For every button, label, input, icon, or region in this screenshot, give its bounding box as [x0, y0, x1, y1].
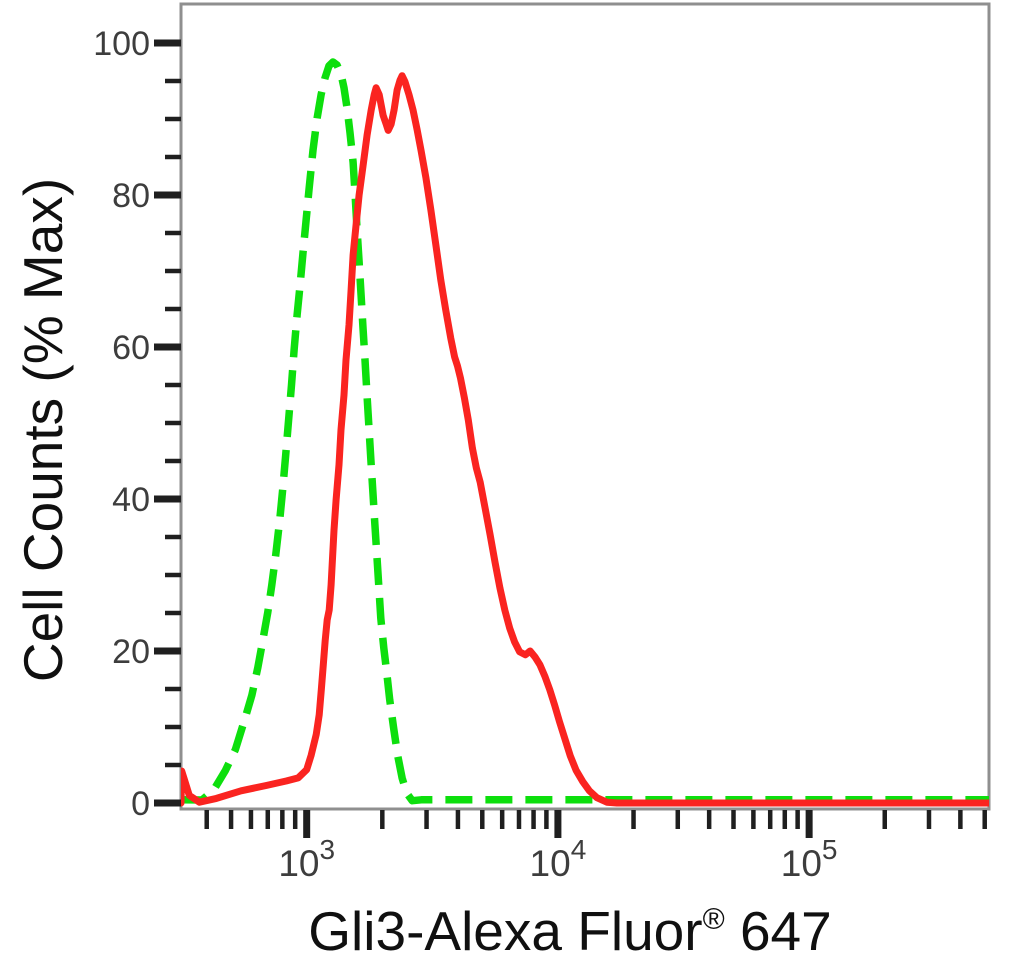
y-tick-label: 20: [112, 633, 150, 671]
x-tick-label-exponent: 4: [571, 834, 587, 865]
x-tick-label-base: 10: [530, 843, 571, 884]
y-tick-label: 40: [112, 481, 150, 519]
x-tick-label: 103: [278, 834, 335, 884]
x-axis-tick-labels: 103 104 105: [278, 834, 837, 884]
x-tick-label: 104: [530, 834, 587, 884]
x-axis-minor-ticks: [204, 810, 987, 829]
red-solid-curve: [181, 72, 989, 807]
y-axis-tick-labels: 0 20 40 60 80 100: [93, 25, 150, 823]
y-axis-major-ticks: [154, 39, 181, 807]
y-axis-title: Cell Counts (% Max): [12, 178, 74, 682]
green-dashed-curve: [181, 58, 989, 805]
x-axis-title-suffix: 647: [725, 900, 832, 962]
x-tick-label: 105: [781, 834, 838, 884]
x-tick-label-exponent: 5: [822, 834, 838, 865]
x-tick-label-base: 10: [278, 843, 319, 884]
registered-trademark-symbol: ®: [703, 903, 725, 936]
y-tick-label: 0: [131, 785, 150, 823]
y-tick-label: 60: [112, 329, 150, 367]
y-tick-label: 80: [112, 177, 150, 215]
plot-frame: [179, 2, 991, 811]
x-tick-label-exponent: 3: [319, 834, 335, 865]
x-axis-title-main: Gli3-Alexa Fluor: [308, 900, 702, 962]
curve-layer: [181, 58, 989, 807]
x-tick-label-base: 10: [781, 843, 822, 884]
x-axis-title: Gli3-Alexa Fluor® 647: [308, 900, 831, 962]
y-tick-label: 100: [93, 25, 150, 63]
x-axis-major-ticks: [303, 810, 813, 838]
y-axis-minor-ticks: [165, 78, 181, 768]
